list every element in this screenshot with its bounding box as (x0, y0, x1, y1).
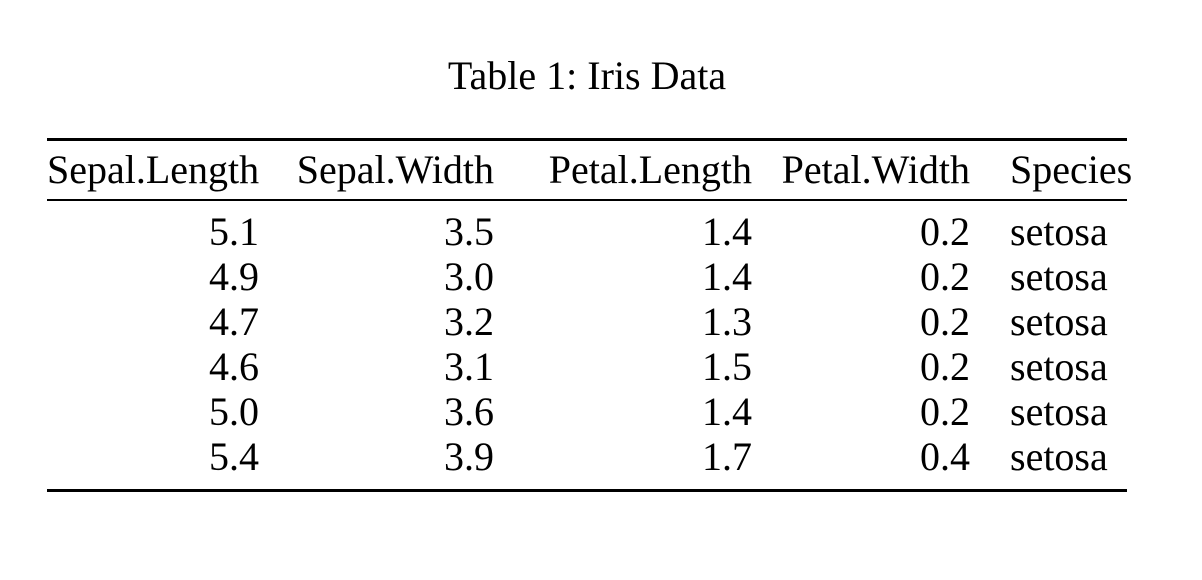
column-header-petal-length: Petal.Length (494, 139, 752, 201)
cell-petal-length: 1.7 (702, 434, 752, 479)
cell-petal-width: 0.4 (920, 434, 970, 479)
cell-species: setosa (1010, 209, 1108, 254)
column-header-petal-width: Petal.Width (752, 139, 970, 201)
cell-species: setosa (1010, 434, 1108, 479)
column-header-sepal-width: Sepal.Width (259, 139, 494, 201)
cell-sepal-width: 3.0 (444, 254, 494, 299)
iris-data-table: Sepal.Length Sepal.Width Petal.Length Pe… (47, 138, 1132, 492)
cell-sepal-width: 3.9 (444, 434, 494, 479)
cell-sepal-length: 4.6 (209, 344, 259, 389)
cell-petal-width: 0.2 (920, 254, 970, 299)
cell-species: setosa (1010, 299, 1108, 344)
cell-sepal-width: 3.1 (444, 344, 494, 389)
cell-sepal-width: 3.6 (444, 389, 494, 434)
cell-petal-width: 0.2 (920, 299, 970, 344)
cell-species: setosa (1010, 389, 1108, 434)
cell-petal-length: 1.4 (702, 254, 752, 299)
cell-petal-width: 0.2 (920, 344, 970, 389)
cell-sepal-length: 5.4 (209, 434, 259, 479)
table-header-row: Sepal.Length Sepal.Width Petal.Length Pe… (47, 139, 1132, 201)
cell-species: setosa (1010, 344, 1108, 389)
table-row: 4.7 3.2 1.3 0.2 setosa (47, 299, 1127, 344)
table-row: 5.1 3.5 1.4 0.2 setosa (47, 200, 1127, 254)
cell-sepal-length: 4.9 (209, 254, 259, 299)
cell-species: setosa (1010, 254, 1108, 299)
table-row: 4.6 3.1 1.5 0.2 setosa (47, 344, 1127, 389)
column-header-species: Species (970, 139, 1132, 201)
cell-sepal-length: 5.0 (209, 389, 259, 434)
cell-petal-width: 0.2 (920, 389, 970, 434)
cell-petal-length: 1.4 (702, 209, 752, 254)
cell-sepal-width: 3.2 (444, 299, 494, 344)
table-row: 5.0 3.6 1.4 0.2 setosa (47, 389, 1127, 434)
table-row: 5.4 3.9 1.7 0.4 setosa (47, 434, 1127, 491)
cell-petal-width: 0.2 (920, 209, 970, 254)
cell-sepal-width: 3.5 (444, 209, 494, 254)
table-row: 4.9 3.0 1.4 0.2 setosa (47, 254, 1127, 299)
table-caption: Table 1: Iris Data (447, 53, 727, 98)
cell-petal-length: 1.3 (702, 299, 752, 344)
cell-sepal-length: 4.7 (209, 299, 259, 344)
cell-petal-length: 1.5 (702, 344, 752, 389)
cell-sepal-length: 5.1 (209, 209, 259, 254)
column-header-sepal-length: Sepal.Length (47, 139, 259, 201)
cell-petal-length: 1.4 (702, 389, 752, 434)
